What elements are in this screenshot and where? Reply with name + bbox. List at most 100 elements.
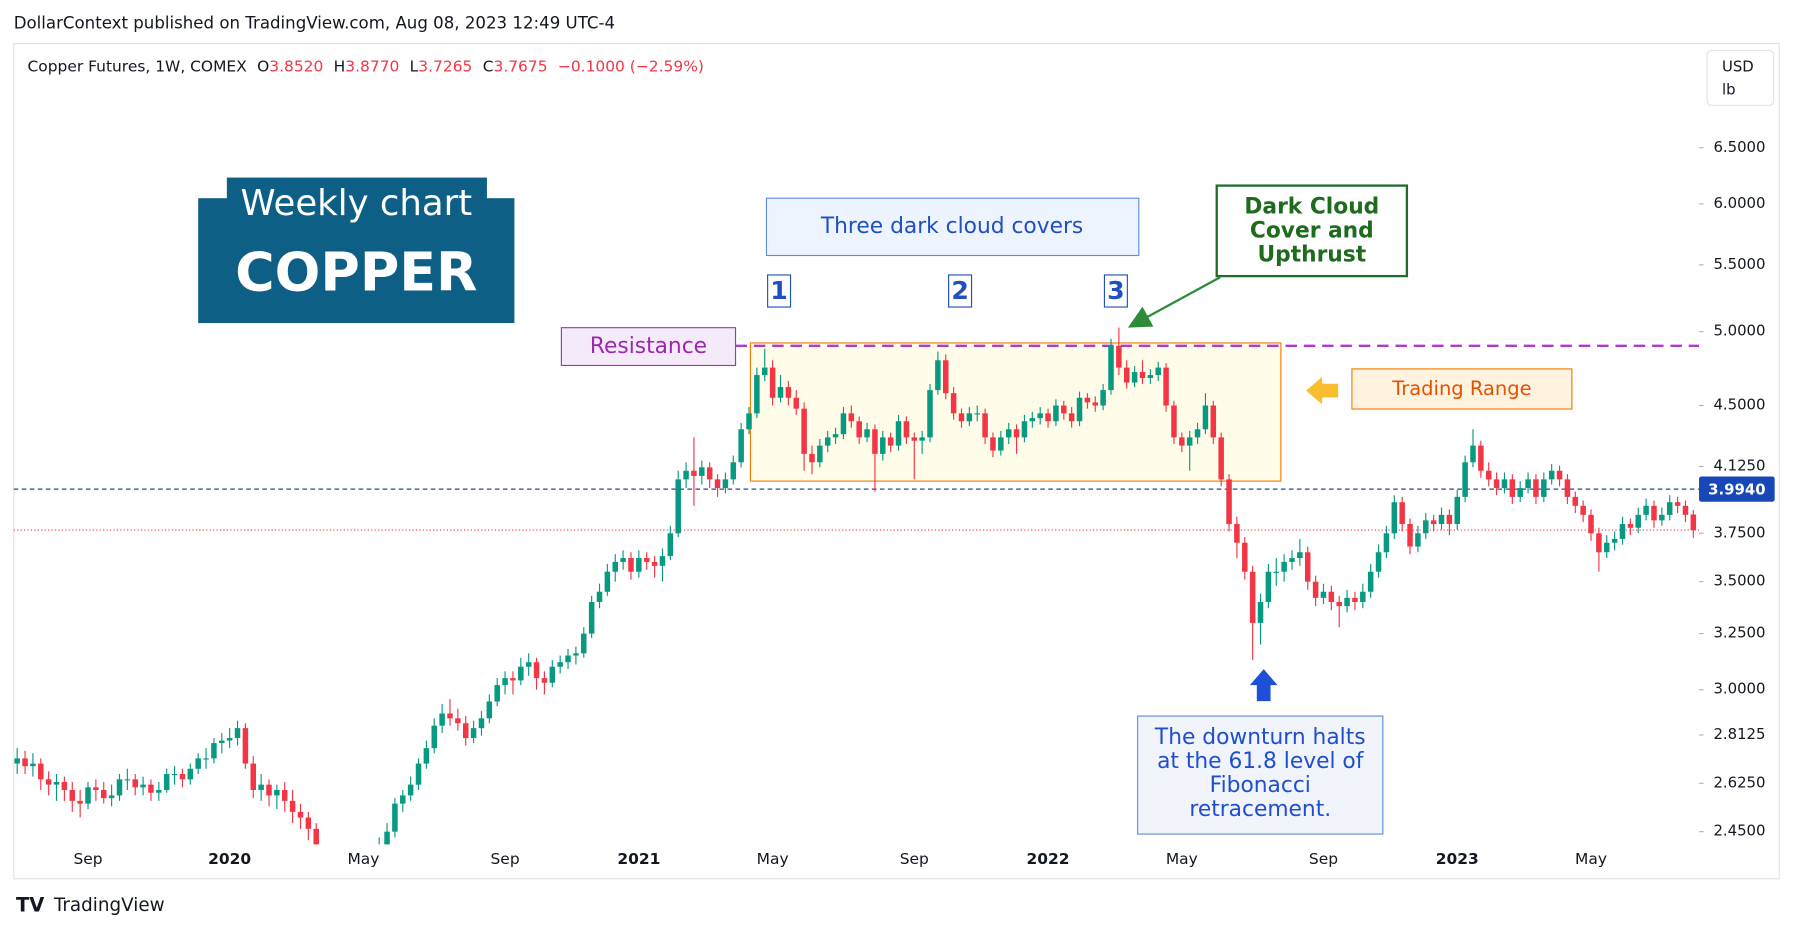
candle-body bbox=[643, 558, 650, 562]
candle-body bbox=[1210, 405, 1217, 438]
candle-body bbox=[392, 803, 398, 832]
candle-body bbox=[305, 817, 312, 829]
y-tick-label: 6.0000 bbox=[1713, 194, 1765, 212]
candle-body bbox=[1360, 591, 1366, 602]
candle-body bbox=[1375, 552, 1382, 572]
candle-body bbox=[85, 787, 91, 804]
y-tick-label: 2.4500 bbox=[1713, 822, 1765, 840]
y-tick-label: 2.8125 bbox=[1713, 725, 1765, 743]
footer-logo: TV bbox=[16, 894, 44, 917]
annotation-text: Upthrust bbox=[1257, 242, 1366, 267]
x-tick-label: May bbox=[1575, 850, 1607, 868]
candle-body bbox=[455, 718, 461, 724]
candle-body bbox=[203, 758, 209, 760]
candle-body bbox=[211, 743, 217, 759]
candle-body bbox=[462, 723, 469, 739]
candle-body bbox=[620, 558, 626, 562]
annotation-text: retracement. bbox=[1189, 797, 1331, 822]
candle-body bbox=[573, 653, 579, 656]
candle-body bbox=[1084, 397, 1091, 403]
y-tick-label: 3.0000 bbox=[1713, 680, 1765, 698]
y-tick-label: 3.2500 bbox=[1713, 624, 1765, 642]
annotation-box bbox=[1137, 715, 1384, 835]
candle-body bbox=[45, 779, 52, 785]
candle-body bbox=[1509, 479, 1516, 497]
candle-body bbox=[1485, 470, 1492, 480]
candle-body bbox=[1391, 502, 1398, 534]
ohlc-value: 3.7675 bbox=[493, 57, 547, 75]
marker-box bbox=[767, 274, 792, 308]
candle-body bbox=[171, 774, 178, 776]
y-tick-label: 6.5000 bbox=[1713, 138, 1765, 156]
candle-body bbox=[1336, 601, 1342, 607]
candle-body bbox=[1092, 402, 1099, 406]
chart-title: Copper Futures, 1W, COMEX bbox=[27, 57, 247, 75]
candle-body bbox=[1564, 479, 1571, 497]
candle-body bbox=[439, 713, 445, 726]
candle-body bbox=[1289, 558, 1295, 562]
annotation-text: The downturn halts bbox=[1154, 725, 1366, 750]
candle-body bbox=[919, 437, 925, 441]
candle-body bbox=[423, 748, 430, 764]
candle-body bbox=[722, 479, 729, 489]
ohlc-key: O bbox=[257, 57, 269, 75]
badge-body bbox=[198, 198, 515, 324]
candle-body bbox=[1399, 502, 1405, 525]
candle-body bbox=[1556, 470, 1563, 480]
candle-body bbox=[1407, 524, 1413, 547]
candle-body bbox=[793, 397, 799, 409]
annotation-text: Resistance bbox=[590, 334, 707, 359]
candle-body bbox=[1155, 367, 1161, 376]
candle-body bbox=[1493, 479, 1500, 489]
candle-body bbox=[1312, 581, 1319, 598]
candle-body bbox=[769, 367, 776, 398]
y-tick-label: 5.0000 bbox=[1713, 322, 1765, 340]
x-tick-label: Sep bbox=[900, 850, 929, 868]
candle-body bbox=[61, 781, 68, 791]
candle-body bbox=[93, 787, 99, 791]
candle-body bbox=[1037, 413, 1043, 419]
candle-body bbox=[1470, 445, 1476, 463]
x-tick-label: Sep bbox=[491, 850, 520, 868]
candle-body bbox=[1367, 571, 1374, 592]
currency-box[interactable] bbox=[1706, 49, 1775, 106]
candle-body bbox=[1147, 375, 1154, 379]
candle-body bbox=[1249, 571, 1256, 623]
candle-body bbox=[1179, 437, 1185, 446]
candle-body bbox=[1242, 542, 1248, 572]
candle-body bbox=[1517, 488, 1523, 497]
candle-body bbox=[1218, 437, 1224, 480]
legend-line: Copper Futures, 1W, COMEX O3.8520 H3.8770 L… bbox=[27, 57, 703, 75]
candle-body bbox=[486, 701, 493, 719]
candle-body bbox=[132, 779, 138, 788]
candle-body bbox=[1430, 520, 1437, 525]
annotation-text: Cover and bbox=[1250, 218, 1374, 243]
candle-body bbox=[1682, 505, 1689, 515]
candle-body bbox=[258, 784, 264, 791]
candle-body bbox=[14, 758, 20, 764]
y-tick-label: 4.5000 bbox=[1713, 396, 1765, 414]
chart-frame bbox=[13, 42, 1780, 880]
candle-body bbox=[1572, 496, 1579, 506]
candle-body bbox=[683, 470, 689, 480]
badge-title: COPPER bbox=[235, 241, 477, 304]
candle-body bbox=[518, 666, 524, 681]
candle-body bbox=[1580, 505, 1586, 515]
y-tick-label: 5.5000 bbox=[1713, 255, 1765, 273]
candle-body bbox=[1643, 505, 1649, 515]
badge: Weekly chart COPPER bbox=[198, 177, 515, 324]
ohlc-value: 3.7265 bbox=[418, 57, 472, 75]
candle-body bbox=[565, 655, 571, 663]
candle-body bbox=[289, 800, 296, 812]
candle-body bbox=[1139, 372, 1146, 379]
candle-body bbox=[415, 763, 422, 785]
candle-body bbox=[1053, 405, 1059, 422]
candle-body bbox=[100, 790, 107, 799]
annotation-box bbox=[765, 197, 1140, 257]
y-tick-label: 4.1250 bbox=[1713, 456, 1765, 474]
candle-body bbox=[824, 437, 831, 446]
candle-body bbox=[777, 387, 784, 398]
candle-body bbox=[817, 445, 823, 463]
candle-body bbox=[943, 360, 949, 394]
candle-body bbox=[840, 413, 847, 435]
